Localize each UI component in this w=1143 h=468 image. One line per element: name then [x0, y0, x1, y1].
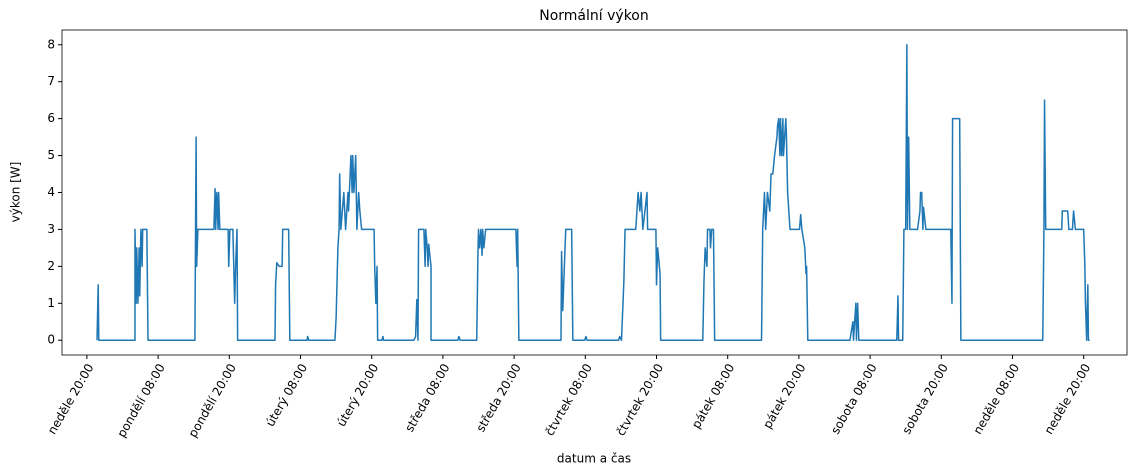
y-tick-label: 1 [47, 296, 55, 310]
x-tick-label: neděle 20:00 [1042, 361, 1094, 437]
y-tick-label: 2 [47, 259, 55, 273]
x-axis-label: datum a čas [557, 452, 631, 466]
x-tick-label: neděle 08:00 [970, 361, 1022, 437]
x-tick-label: sobota 20:00 [899, 361, 951, 436]
x-tick-label: pondělí 08:00 [114, 361, 167, 440]
plot-frame [61, 29, 1128, 356]
y-tick-label: 0 [47, 333, 55, 347]
y-tick-label: 7 [47, 74, 55, 88]
x-tick-label: pátek 20:00 [760, 361, 808, 431]
y-tick-label: 3 [47, 222, 55, 236]
x-tick-label: úterý 08:00 [263, 361, 310, 429]
line-series [96, 44, 1090, 341]
chart-title: Normální výkon [539, 8, 648, 24]
y-tick-label: 4 [47, 185, 55, 199]
x-tick-label: čtvrtek 20:00 [614, 361, 667, 438]
x-tick-label: neděle 20:00 [45, 361, 97, 437]
y-tick-label: 5 [47, 148, 55, 162]
y-tick-label: 6 [47, 111, 55, 125]
x-tick-label: čtvrtek 08:00 [542, 361, 595, 438]
y-axis-label: výkon [W] [9, 162, 23, 223]
y-tick-label: 8 [47, 37, 55, 51]
x-tick-label: pondělí 20:00 [185, 361, 238, 440]
x-tick-label: středa 20:00 [473, 361, 523, 434]
x-tick-label: sobota 08:00 [828, 361, 880, 436]
x-tick-label: pátek 08:00 [689, 361, 737, 431]
x-tick-label: úterý 20:00 [334, 361, 381, 429]
x-tick-label: středa 08:00 [402, 361, 452, 434]
